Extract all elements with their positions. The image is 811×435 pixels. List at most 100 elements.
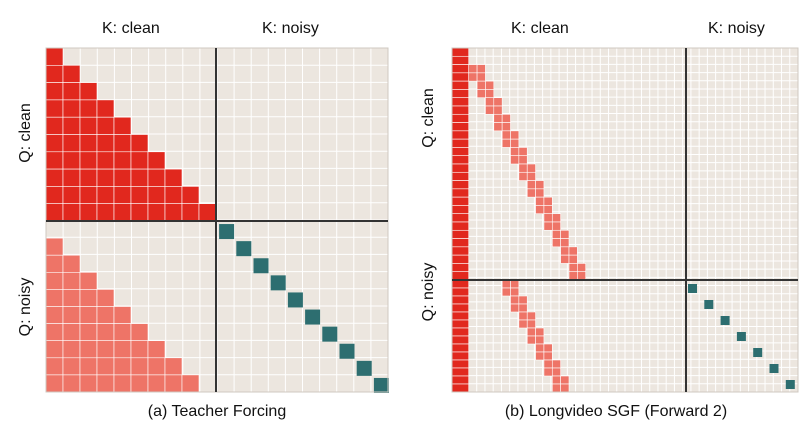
mask-cell-window <box>560 229 570 239</box>
mask-cell-sink <box>451 113 470 123</box>
mask-cell-window <box>526 319 536 329</box>
mask-cell-sink <box>451 271 470 281</box>
mask-cell-window <box>510 287 520 297</box>
mask-cell-window <box>560 246 570 256</box>
mask-cell-sink <box>451 246 470 256</box>
mask-cell-sink <box>451 180 470 190</box>
mask-cell-noisy-self <box>704 300 714 309</box>
mask-cell-sink <box>451 319 470 329</box>
mask-cell-sink <box>451 188 470 198</box>
mask-cell-window <box>526 188 536 198</box>
mask-cell-sink <box>451 89 470 99</box>
mask-cell-window <box>543 367 553 377</box>
mask-cell-window <box>518 311 528 321</box>
mask-cell-window <box>543 205 553 215</box>
mask-cell-window <box>551 229 561 239</box>
caption-a: (a) Teacher Forcing <box>147 403 287 420</box>
mask-cell-window <box>535 327 545 337</box>
mask-cell-noisy-self <box>322 326 338 342</box>
mask-cell-sink <box>451 138 470 148</box>
mask-cell-sink <box>451 238 470 248</box>
mask-cell-window <box>535 180 545 190</box>
k-clean-label: K: clean <box>511 20 569 37</box>
mask-cell-window <box>476 80 486 90</box>
mask-cell-window <box>526 335 536 345</box>
mask-cell-sink <box>451 375 470 385</box>
mask-cell-sink <box>451 221 470 231</box>
mask-cell-sink <box>451 72 470 82</box>
mask-cell-window <box>543 196 553 206</box>
mask-cell-window <box>560 383 570 393</box>
mask-cell-window <box>493 122 503 132</box>
k-noisy-label: K: noisy <box>262 20 319 37</box>
mask-cell-noisy-self <box>356 360 372 376</box>
mask-cell-window <box>568 263 578 273</box>
mask-cell-sink <box>451 105 470 115</box>
mask-cell-window <box>518 147 528 157</box>
mask-cell-noisy-self <box>785 380 795 389</box>
k-clean-label: K: clean <box>102 20 160 37</box>
mask-cell-sink <box>451 171 470 181</box>
mask-cell-window <box>485 105 495 115</box>
mask-cell-window <box>568 246 578 256</box>
mask-cell-window <box>493 113 503 123</box>
mask-cell-sink <box>451 55 470 65</box>
mask-cell-noisy-self <box>305 309 321 325</box>
mask-cell-window <box>518 155 528 165</box>
mask-cell-window <box>568 254 578 264</box>
mask-cell-sink <box>451 351 470 361</box>
mask-cell-window <box>526 180 536 190</box>
mask-cell-noisy-self <box>373 377 389 393</box>
mask-cell-window <box>526 311 536 321</box>
mask-cell-sink <box>451 263 470 273</box>
mask-cell-window <box>468 64 478 74</box>
mask-cell-window <box>510 130 520 140</box>
mask-cell-window <box>535 196 545 206</box>
mask-cell-window <box>551 359 561 369</box>
mask-cell-sink <box>451 80 470 90</box>
mask-cell-noisy-self <box>720 316 730 325</box>
mask-cell-sink <box>451 196 470 206</box>
mask-cell-window <box>535 335 545 345</box>
mask-cell-window <box>535 188 545 198</box>
mask-cell-window <box>468 72 478 82</box>
mask-cell-window <box>476 72 486 82</box>
mask-cell-window <box>526 171 536 181</box>
mask-cell-window <box>518 303 528 313</box>
mask-cell-window <box>551 367 561 377</box>
mask-cell-sink <box>451 303 470 313</box>
mask-cell-window <box>476 89 486 99</box>
mask-cell-window <box>551 213 561 223</box>
mask-cell-sink <box>451 213 470 223</box>
mask-cell-window <box>543 351 553 361</box>
mask-cell-window <box>518 319 528 329</box>
mask-cell-window <box>560 238 570 248</box>
mask-cell-noisy-self <box>688 284 697 293</box>
mask-cell-noisy-self <box>236 241 252 257</box>
mask-cell-noisy-self <box>736 332 746 341</box>
matrix-border <box>451 47 799 393</box>
mask-cell-window <box>501 287 511 297</box>
mask-cell-window <box>577 263 587 273</box>
mask-cell-window <box>493 105 503 115</box>
mask-cell-noisy-self <box>769 364 779 373</box>
mask-cell-noisy-self <box>339 343 355 359</box>
mask-cell-window <box>568 271 578 281</box>
mask-cell-window <box>551 221 561 231</box>
mask-cell-window <box>543 359 553 369</box>
mask-cell-window <box>518 171 528 181</box>
mask-cell-noisy-self <box>753 348 763 357</box>
mask-cell-window <box>577 271 587 281</box>
mask-cell-window <box>535 343 545 353</box>
mask-cell-window <box>560 254 570 264</box>
mask-cell-sink <box>451 327 470 337</box>
mask-cell-sink <box>451 47 470 57</box>
mask-cell-window <box>551 375 561 385</box>
mask-cell-noisy-self <box>219 224 235 240</box>
mask-cell-sink <box>451 359 470 369</box>
mask-cell-sink <box>451 279 470 289</box>
mask-cell-window <box>510 303 520 313</box>
caption-b: (b) Longvideo SGF (Forward 2) <box>504 403 728 420</box>
mask-cell-window <box>526 163 536 173</box>
mask-cell-noisy-self <box>270 275 286 291</box>
